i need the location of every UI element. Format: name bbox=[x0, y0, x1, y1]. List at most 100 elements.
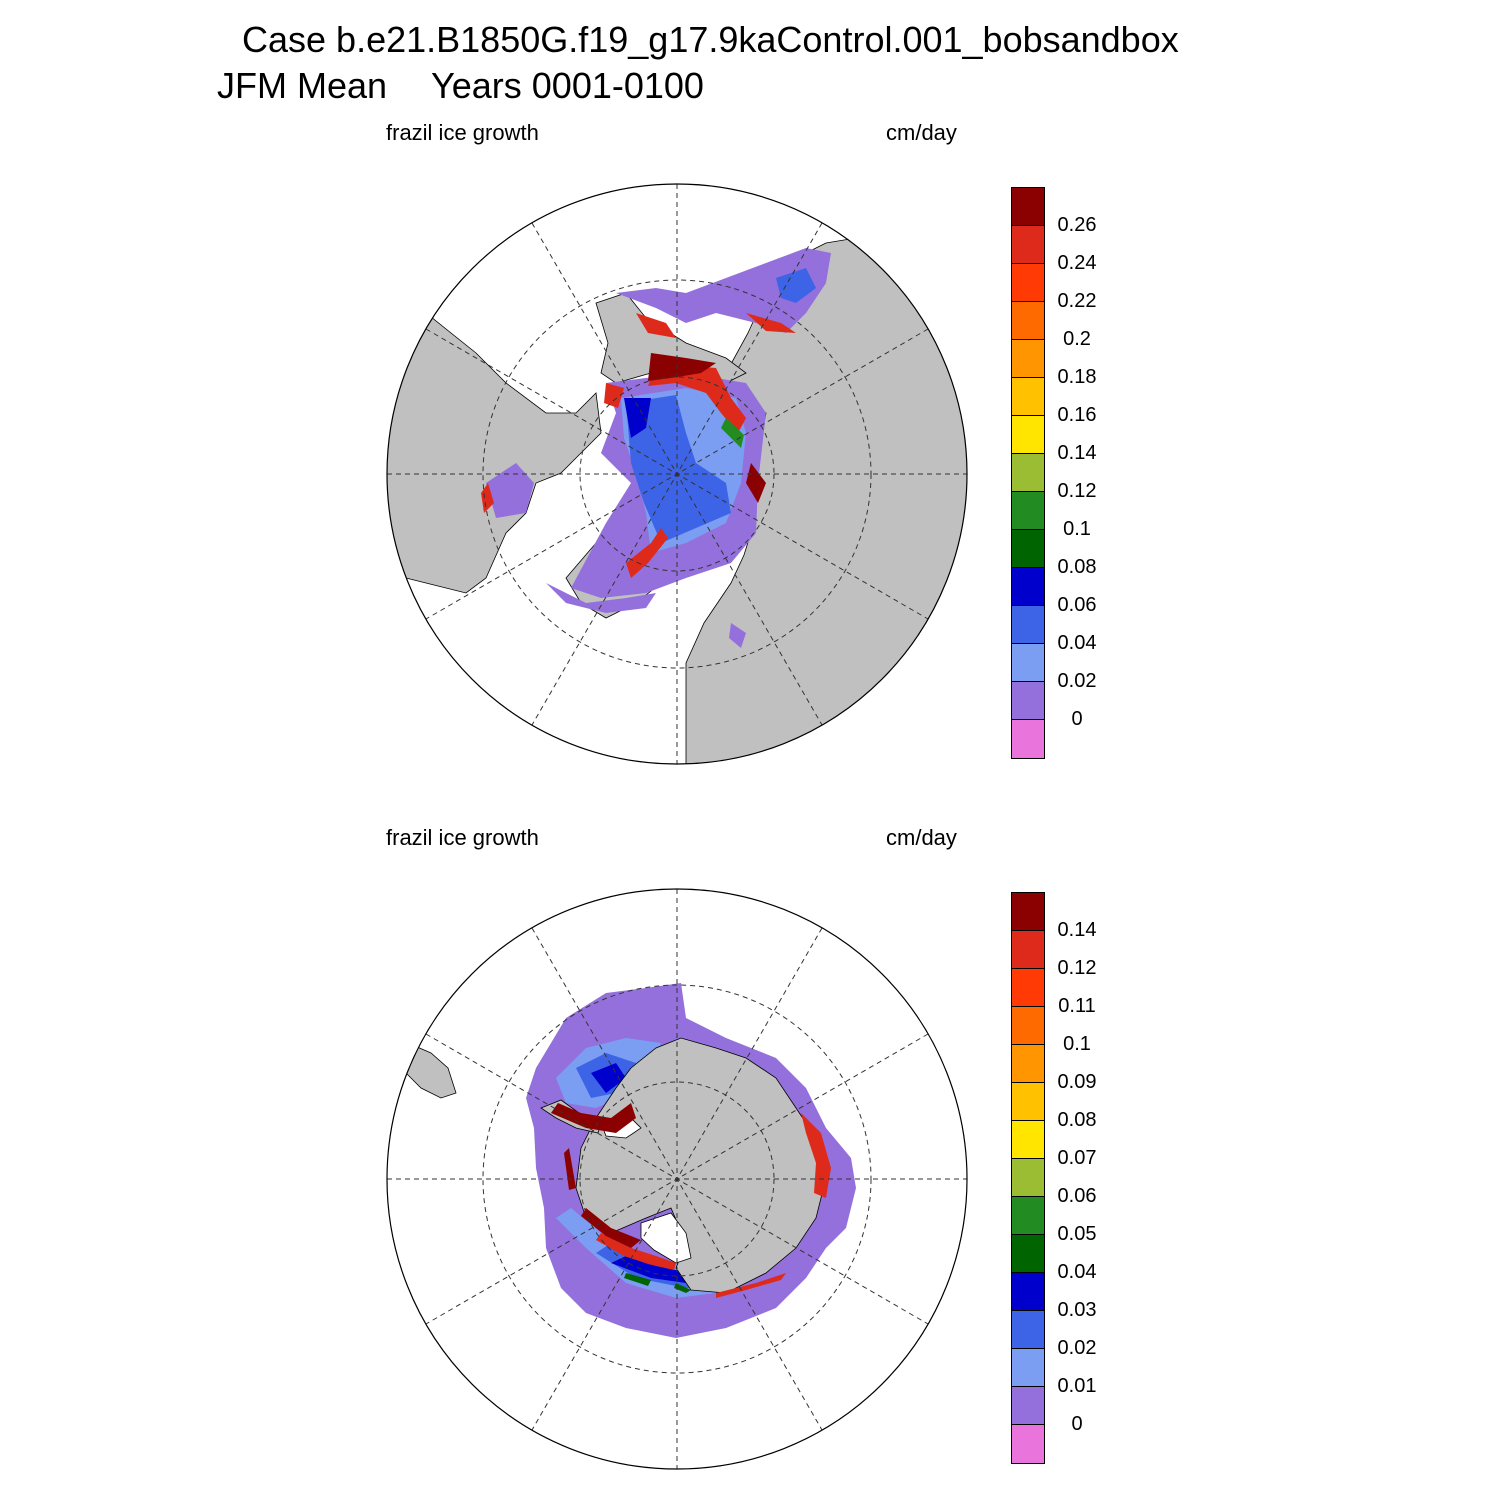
south-colorbar-swatch bbox=[1012, 931, 1044, 969]
south-colorbar-tick-label: 0.08 bbox=[1057, 1109, 1097, 1131]
south-colorbar-swatch bbox=[1012, 1273, 1044, 1311]
south-colorbar-swatch bbox=[1012, 1387, 1044, 1425]
south-colorbar-tick-label: 0.12 bbox=[1057, 957, 1097, 979]
south-colorbar-swatch bbox=[1012, 1083, 1044, 1121]
north-colorbar-tick-label: 0.14 bbox=[1057, 442, 1097, 464]
south-band-east bbox=[801, 1113, 831, 1198]
north-colorbar-swatch bbox=[1012, 188, 1044, 226]
north-ice-bering-red bbox=[636, 313, 676, 338]
south-band-red-ross bbox=[596, 1233, 676, 1270]
south-colorbar-tick-label: 0.11 bbox=[1058, 995, 1096, 1017]
north-colorbar-tick-label: 0.2 bbox=[1063, 328, 1091, 350]
north-colorbar-swatch bbox=[1012, 340, 1044, 378]
north-ice-okhotsk-blue bbox=[776, 268, 816, 303]
north-colorbar-swatch bbox=[1012, 492, 1044, 530]
north-colorbar-labels: 0.26 0.24 0.22 0.2 0.18 0.16 0.14 0.12 0.1 0.08 0.… bbox=[1045, 187, 1115, 757]
south-colorbar-swatch bbox=[1012, 1045, 1044, 1083]
south-band-darkred-weddell bbox=[551, 1103, 636, 1133]
south-colorbar-tick-label: 0.04 bbox=[1057, 1261, 1097, 1283]
plot-title-period: JFM Mean Years 0001-0100 bbox=[217, 64, 704, 108]
south-band-south bbox=[716, 1273, 786, 1298]
south-map-boundary bbox=[386, 888, 968, 1470]
south-colorbar-swatch bbox=[1012, 1121, 1044, 1159]
north-ice-baltic bbox=[729, 623, 746, 648]
north-ice-okhotsk-red bbox=[746, 313, 796, 333]
south-colorbar-swatch bbox=[1012, 1159, 1044, 1197]
south-land-south-america bbox=[405, 1042, 457, 1099]
south-ice-green bbox=[624, 1273, 691, 1293]
north-ice-blue bbox=[626, 395, 731, 543]
north-colorbar-tick-label: 0.08 bbox=[1057, 556, 1097, 578]
north-band-darkred-east bbox=[648, 353, 716, 381]
south-band-darkred-ross bbox=[581, 1208, 641, 1248]
north-colorbar-swatch bbox=[1012, 720, 1044, 758]
south-colorbar-tick-label: 0.01 bbox=[1057, 1375, 1097, 1397]
north-band-red-lower bbox=[626, 528, 668, 578]
north-units-label: cm/day bbox=[886, 120, 957, 145]
south-units-label: cm/day bbox=[886, 825, 957, 850]
south-colorbar-tick-label: 0.02 bbox=[1057, 1337, 1097, 1359]
south-ice-blue bbox=[576, 1053, 706, 1288]
north-colorbar-swatch bbox=[1012, 416, 1044, 454]
north-band-red-east bbox=[648, 363, 746, 433]
north-variable-label: frazil ice growth bbox=[386, 120, 539, 145]
north-colorbar-tick-label: 0.22 bbox=[1057, 290, 1097, 312]
north-colorbar-swatch bbox=[1012, 682, 1044, 720]
north-colorbar-swatch bbox=[1012, 378, 1044, 416]
north-ice-deepblue bbox=[624, 398, 651, 438]
south-colorbar bbox=[1011, 892, 1045, 1464]
north-colorbar bbox=[1011, 187, 1045, 759]
north-colorbar-tick-label: 0.1 bbox=[1063, 518, 1091, 540]
south-colorbar-swatch bbox=[1012, 1007, 1044, 1045]
north-ice-hudson-edge bbox=[481, 483, 494, 513]
south-colorbar-swatch bbox=[1012, 1425, 1044, 1463]
south-colorbar-swatch bbox=[1012, 1349, 1044, 1387]
south-colorbar-swatch bbox=[1012, 1235, 1044, 1273]
north-band-green bbox=[721, 418, 744, 448]
years-label: Years 0001-0100 bbox=[431, 65, 704, 106]
south-colorbar-tick-label: 0.07 bbox=[1057, 1147, 1097, 1169]
north-colorbar-swatch bbox=[1012, 530, 1044, 568]
north-colorbar-swatch bbox=[1012, 226, 1044, 264]
north-ice-bering bbox=[616, 248, 831, 333]
north-map-boundary bbox=[386, 183, 968, 765]
south-colorbar-swatch bbox=[1012, 1197, 1044, 1235]
south-colorbar-swatch bbox=[1012, 893, 1044, 931]
north-colorbar-tick-label: 0.16 bbox=[1057, 404, 1097, 426]
plot-title-case: Case b.e21.B1850G.f19_g17.9kaControl.001… bbox=[242, 19, 1179, 60]
south-colorbar-tick-label: 0.1 bbox=[1063, 1033, 1091, 1055]
north-band-red-right bbox=[746, 463, 766, 503]
north-colorbar-swatch bbox=[1012, 568, 1044, 606]
south-ice-deepblue bbox=[591, 1063, 691, 1283]
north-colorbar-tick-label: 0.18 bbox=[1057, 366, 1097, 388]
south-ice-shelf-ross bbox=[640, 1212, 692, 1264]
north-colorbar-swatch bbox=[1012, 454, 1044, 492]
north-colorbar-tick-label: 0.06 bbox=[1057, 594, 1097, 616]
north-colorbar-tick-label: 0.26 bbox=[1057, 214, 1097, 236]
north-band-red-upper-left bbox=[604, 383, 624, 408]
south-colorbar-swatch bbox=[1012, 969, 1044, 1007]
north-colorbar-tick-label: 0.02 bbox=[1057, 670, 1097, 692]
north-polar-map bbox=[386, 183, 968, 765]
season-label: JFM Mean bbox=[217, 65, 388, 106]
south-variable-label: frazil ice growth bbox=[386, 825, 539, 850]
north-colorbar-tick-label: 0.12 bbox=[1057, 480, 1097, 502]
south-graticule bbox=[387, 889, 967, 1469]
south-colorbar-swatch bbox=[1012, 1311, 1044, 1349]
north-graticule bbox=[387, 184, 967, 764]
south-band-red-mid bbox=[564, 1148, 576, 1190]
north-colorbar-swatch bbox=[1012, 264, 1044, 302]
south-colorbar-tick-label: 0.06 bbox=[1057, 1185, 1097, 1207]
south-polar-map bbox=[386, 888, 968, 1470]
south-colorbar-tick-label: 0.09 bbox=[1057, 1071, 1097, 1093]
north-colorbar-swatch bbox=[1012, 644, 1044, 682]
north-colorbar-swatch bbox=[1012, 606, 1044, 644]
north-colorbar-swatch bbox=[1012, 302, 1044, 340]
south-colorbar-tick-label: 0.05 bbox=[1057, 1223, 1097, 1245]
south-colorbar-tick-label: 0.03 bbox=[1057, 1299, 1097, 1321]
north-colorbar-tick-label: 0 bbox=[1071, 708, 1083, 730]
north-ice-hudson bbox=[486, 463, 534, 518]
north-colorbar-tick-label: 0.04 bbox=[1057, 632, 1097, 654]
south-colorbar-tick-label: 0.14 bbox=[1057, 919, 1097, 941]
north-colorbar-tick-label: 0.24 bbox=[1057, 252, 1097, 274]
